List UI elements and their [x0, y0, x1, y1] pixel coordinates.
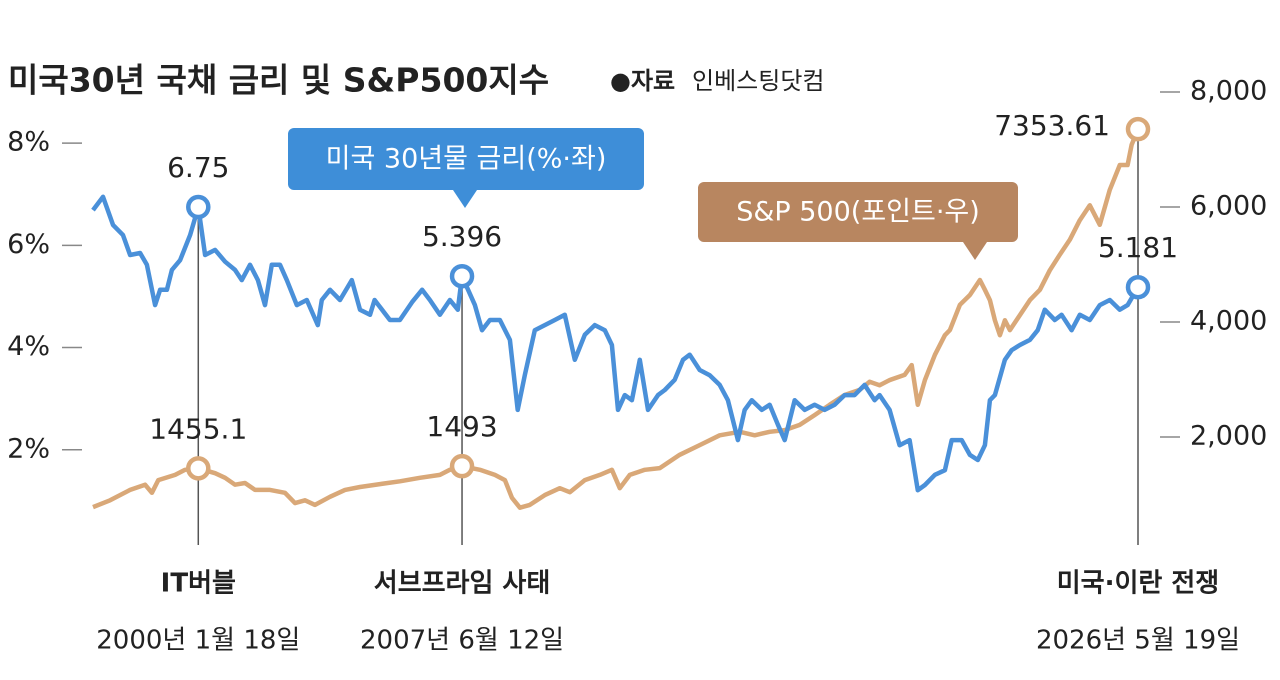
annotation-label: 서브프라임 사태 [374, 569, 551, 599]
y-tick-label: 2% [7, 433, 50, 464]
annotation-point [186, 456, 211, 481]
legend-pointer [963, 242, 987, 260]
annotation-point [449, 263, 475, 289]
value-label: 5.396 [422, 220, 502, 253]
value-label: 7353.61 [994, 109, 1110, 142]
legend-box [698, 182, 1018, 242]
annotation-date: 2026년 5월 19일 [1036, 626, 1240, 656]
annotation-date: 2007년 6월 12일 [360, 626, 564, 656]
annotation-date: 2000년 1월 18일 [96, 626, 300, 656]
annotation-point [186, 194, 211, 220]
source-label: ●자료 [610, 67, 675, 95]
annotation-point [449, 453, 475, 479]
legend-box [288, 128, 644, 190]
y2-tick-label: 6,000 [1190, 191, 1267, 222]
value-label: 6.75 [167, 151, 229, 184]
annotation-point [1125, 116, 1151, 142]
y-tick-label: 8% [7, 127, 50, 158]
source: 인베스팅닷컴 [692, 67, 824, 95]
annotation-label: 미국·이란 전쟁 [1057, 569, 1219, 599]
annotation-label: IT버블 [161, 569, 236, 599]
series-line [92, 128, 1141, 510]
chart-title: 미국30년 국채 금리 및 S&P500지수 [8, 61, 549, 100]
y2-tick-label: 8,000 [1190, 76, 1267, 107]
annotation-point [1125, 274, 1151, 300]
y2-tick-label: 2,000 [1190, 421, 1267, 452]
legend-pointer [453, 190, 477, 208]
value-label: 1455.1 [149, 412, 247, 445]
y2-tick-label: 4,000 [1190, 306, 1267, 337]
legend-label: S&P 500(포인트·우) [736, 197, 980, 228]
y-tick-label: 4% [7, 331, 50, 362]
series-line [91, 194, 1140, 493]
value-label: 5.181 [1098, 231, 1178, 264]
value-label: 1493 [426, 410, 497, 443]
y-tick-label: 6% [7, 229, 50, 260]
legend-label: 미국 30년물 금리(%·좌) [326, 144, 607, 175]
